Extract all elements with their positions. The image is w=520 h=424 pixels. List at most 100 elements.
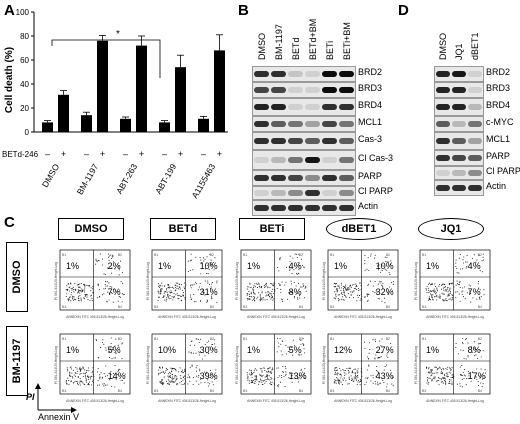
event-dot (189, 380, 191, 382)
blot-strip (252, 170, 356, 186)
bar (198, 118, 209, 132)
event-dot (205, 372, 207, 374)
event-dot (206, 299, 208, 301)
event-dot (247, 377, 249, 380)
event-dot (175, 289, 177, 291)
event-dot (115, 378, 117, 380)
event-dot (209, 253, 211, 256)
event-dot (434, 286, 437, 288)
event-dot (161, 366, 164, 368)
event-dot (179, 294, 181, 297)
event-dot (451, 383, 453, 385)
event-dot (85, 377, 87, 379)
quadrant-code: B1 (62, 253, 66, 257)
event-dot (351, 377, 353, 379)
event-dot (267, 291, 269, 293)
event-dot (260, 285, 263, 287)
event-dot (447, 374, 449, 376)
event-dot (482, 259, 485, 261)
event-dot (376, 370, 378, 372)
event-dot (442, 287, 444, 289)
y-tick-label: 80 (20, 32, 29, 41)
event-dot (364, 347, 366, 349)
event-dot (268, 379, 270, 381)
event-dot (357, 376, 359, 378)
event-dot (84, 285, 86, 287)
event-dot (285, 371, 287, 373)
event-dot (91, 380, 94, 382)
event-dot (174, 286, 176, 289)
event-dot (261, 291, 263, 293)
event-dot (337, 300, 340, 302)
event-dot (351, 294, 353, 296)
event-dot (199, 370, 201, 372)
event-dot (259, 286, 261, 288)
event-dot (302, 371, 304, 373)
event-dot (101, 264, 103, 266)
event-dot (123, 293, 125, 295)
event-dot (86, 293, 88, 296)
event-dot (439, 294, 441, 296)
event-dot (159, 382, 161, 384)
event-dot (380, 345, 382, 347)
event-dot (115, 338, 117, 340)
quadrant-code: B2 (386, 253, 390, 257)
event-dot (379, 356, 381, 359)
event-dot (79, 370, 81, 372)
event-dot (384, 256, 386, 258)
event-dot (271, 369, 273, 371)
event-dot (297, 381, 299, 383)
event-dot (119, 296, 121, 298)
event-dot (192, 269, 194, 271)
event-dot (283, 375, 285, 378)
quadrant-code: B4 (478, 305, 482, 309)
event-dot (338, 287, 340, 289)
event-dot (291, 291, 293, 293)
event-dot (348, 371, 350, 373)
quadrant-percentage: 39% (200, 371, 218, 381)
event-dot (462, 296, 465, 298)
event-dot (430, 369, 432, 371)
event-dot (251, 379, 253, 381)
event-dot (190, 253, 192, 255)
event-dot (106, 281, 108, 283)
event-dot (170, 380, 172, 382)
event-dot (194, 281, 197, 283)
event-dot (470, 285, 472, 287)
event-dot (177, 282, 179, 284)
event-dot (197, 338, 199, 340)
event-dot (108, 292, 110, 294)
event-dot (445, 290, 447, 292)
event-dot (111, 272, 113, 274)
event-dot (170, 290, 172, 292)
event-dot (211, 381, 213, 383)
event-dot (267, 286, 269, 288)
event-dot (290, 291, 292, 293)
event-dot (178, 298, 180, 300)
event-dot (166, 299, 168, 301)
event-dot (272, 299, 274, 301)
event-dot (119, 368, 121, 370)
event-dot (166, 380, 168, 382)
event-dot (341, 291, 343, 293)
quadrant-percentage: 31% (200, 287, 218, 297)
event-dot (384, 268, 386, 270)
event-dot (87, 367, 90, 369)
event-dot (288, 377, 290, 379)
quadrant-code: B4 (118, 389, 122, 393)
quadrant-code: B3 (330, 389, 334, 393)
event-dot (271, 283, 273, 285)
event-dot (376, 365, 378, 368)
panel-b-blot: DMSO BM-1197 BETd BETd+BM BETi BETi+BM BRD2 BR… (252, 10, 400, 216)
event-dot (441, 284, 444, 286)
event-dot (288, 266, 290, 268)
event-dot (342, 285, 344, 287)
event-dot (282, 371, 285, 373)
event-dot (287, 346, 289, 348)
event-dot (353, 287, 355, 290)
event-dot (159, 372, 161, 374)
event-dot (102, 383, 104, 385)
event-dot (271, 384, 273, 386)
event-dot (183, 383, 185, 386)
event-dot (83, 289, 85, 291)
